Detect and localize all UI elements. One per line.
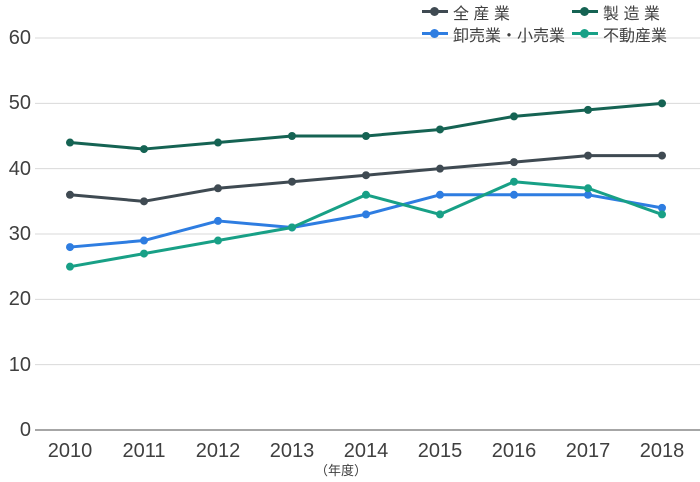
data-point-marker: [510, 190, 518, 199]
x-tick-label: 2013: [269, 440, 315, 462]
legend-item-不動産業: 不動産業: [572, 23, 668, 45]
series-line-製造業: [68, 101, 664, 151]
data-point-marker: [362, 171, 370, 180]
data-point-marker: [362, 132, 370, 140]
x-tick-label: 2016: [491, 440, 537, 462]
data-point-marker: [658, 210, 666, 219]
data-point-marker: [584, 184, 592, 193]
y-tick-label: 10: [8, 353, 31, 376]
data-point-marker: [658, 151, 666, 160]
x-tick-label: 2017: [565, 440, 611, 462]
x-axis-unit-label: （年度）: [314, 463, 367, 478]
legend-dot-icon: [430, 29, 439, 38]
y-tick-label: 60: [8, 27, 31, 49]
x-tick-label: 2014: [343, 440, 389, 462]
data-point-marker: [214, 138, 222, 147]
data-point-marker: [436, 190, 444, 199]
data-point-marker: [584, 105, 592, 114]
data-point-marker: [436, 125, 444, 134]
data-point-marker: [362, 190, 370, 199]
legend-label: 全 産 業: [453, 5, 510, 23]
legend-dot-icon: [580, 29, 589, 38]
data-point-marker: [362, 210, 370, 219]
x-tick-label: 2018: [639, 440, 685, 462]
data-point-marker: [288, 177, 296, 186]
data-point-marker: [140, 249, 148, 258]
series-line-卸売業・小売業: [68, 193, 664, 249]
y-tick-label: 50: [8, 92, 31, 115]
legend-line-marker-icon: [572, 29, 598, 38]
y-tick-label: 20: [8, 288, 31, 311]
data-point-marker: [214, 184, 222, 193]
data-point-marker: [140, 145, 148, 154]
legend: 全 産 業 製 造 業卸売業・小売業 不動産業: [422, 1, 668, 45]
legend-line-marker-icon: [422, 29, 448, 38]
legend-item-卸売業・小売業: 卸売業・小売業: [422, 23, 572, 45]
y-tick-label: 0: [19, 419, 31, 441]
data-point-marker: [584, 190, 592, 199]
data-point-marker: [140, 236, 148, 245]
legend-dot-icon: [430, 7, 439, 16]
x-tick-label: 2010: [47, 440, 93, 462]
legend-label: 不動産業: [603, 27, 668, 45]
data-point-marker: [66, 262, 74, 271]
data-point-marker: [584, 151, 592, 160]
data-point-marker: [510, 177, 518, 186]
data-point-marker: [510, 112, 518, 121]
data-point-marker: [66, 243, 74, 252]
data-point-marker: [436, 210, 444, 219]
data-point-marker: [140, 197, 148, 206]
x-tick-label: 2012: [195, 440, 241, 462]
x-tick-label: 2011: [122, 440, 166, 462]
data-point-marker: [436, 164, 444, 173]
data-point-marker: [510, 158, 518, 167]
legend-label: 製 造 業: [603, 5, 660, 23]
data-point-marker: [288, 223, 296, 232]
legend-item-全産業: 全 産 業: [422, 1, 572, 23]
legend-label: 卸売業・小売業: [453, 27, 566, 45]
data-point-marker: [214, 236, 222, 245]
data-point-marker: [214, 216, 222, 225]
data-point-marker: [66, 138, 74, 147]
data-point-marker: [288, 132, 296, 140]
y-tick-label: 30: [8, 223, 31, 245]
data-point-marker: [658, 203, 666, 212]
x-tick-label: 2015: [417, 440, 463, 462]
legend-line-marker-icon: [572, 7, 598, 16]
legend-line-marker-icon: [422, 7, 448, 16]
y-tick-label: 40: [8, 157, 31, 180]
data-point-marker: [66, 190, 74, 199]
data-point-marker: [658, 99, 666, 108]
legend-dot-icon: [580, 7, 589, 16]
legend-item-製造業: 製 造 業: [572, 1, 667, 23]
